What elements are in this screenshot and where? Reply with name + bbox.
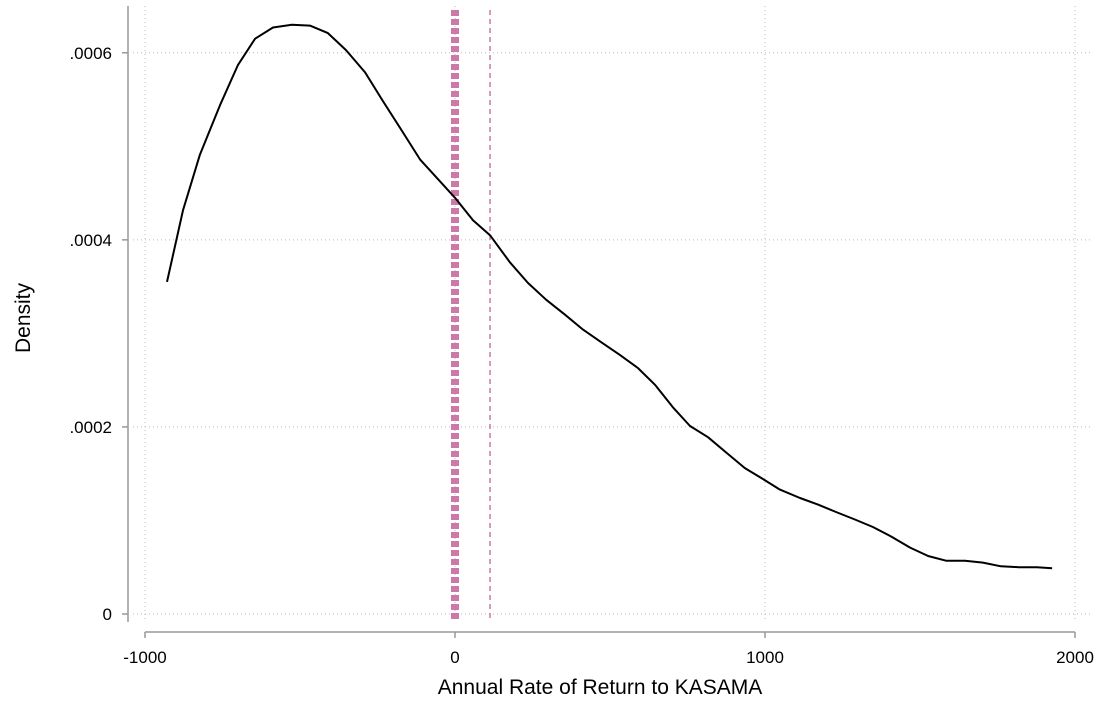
y-tick-label: .0002 xyxy=(69,418,112,437)
x-tick-label: 0 xyxy=(450,648,459,667)
x-tick-label: 2000 xyxy=(1056,648,1094,667)
y-tick-label: 0 xyxy=(103,605,112,624)
density-line xyxy=(166,23,1053,570)
y-tick-label: .0006 xyxy=(69,44,112,63)
x-tick-label: 1000 xyxy=(746,648,784,667)
x-tick-label: -1000 xyxy=(123,648,166,667)
y-tick-label: .0004 xyxy=(69,231,112,250)
y-axis-label: Density xyxy=(12,282,35,353)
x-axis-label: Annual Rate of Return to KASAMA xyxy=(438,676,763,699)
